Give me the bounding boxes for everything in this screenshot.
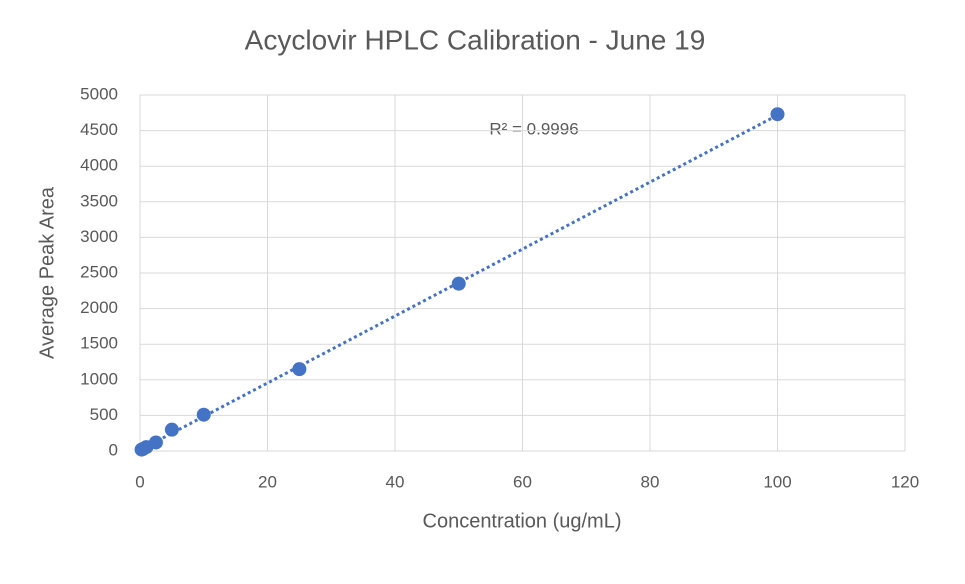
data-point: [770, 107, 785, 122]
y-tick-label: 2500: [80, 262, 118, 281]
data-point: [148, 435, 163, 450]
y-tick-label: 3500: [80, 191, 118, 210]
x-tick-label: 20: [258, 472, 277, 491]
x-tick-label: 40: [386, 472, 405, 491]
y-tick-label: 4500: [80, 120, 118, 139]
data-point: [164, 422, 179, 437]
y-axis-label: Average Peak Area: [36, 186, 58, 359]
data-point: [292, 362, 307, 377]
y-tick-label: 5000: [80, 84, 118, 103]
x-tick-label: 0: [135, 472, 144, 491]
x-tick-label: 60: [513, 472, 532, 491]
chart-title: Acyclovir HPLC Calibration - June 19: [245, 24, 706, 55]
y-tick-label: 1000: [80, 369, 118, 388]
x-tick-label: 120: [891, 472, 919, 491]
x-axis-label: Concentration (ug/mL): [423, 510, 622, 532]
r-squared: R² = 0.9996: [489, 119, 578, 138]
y-tick-label: 1500: [80, 334, 118, 353]
y-tick-label: 0: [109, 440, 118, 459]
data-point: [196, 407, 211, 422]
y-tick-label: 3000: [80, 227, 118, 246]
x-tick-label: 100: [763, 472, 791, 491]
data-point: [451, 276, 466, 291]
y-tick-label: 4000: [80, 156, 118, 175]
x-tick-label: 80: [641, 472, 660, 491]
y-tick-label: 500: [90, 405, 118, 424]
y-tick-label: 2000: [80, 298, 118, 317]
